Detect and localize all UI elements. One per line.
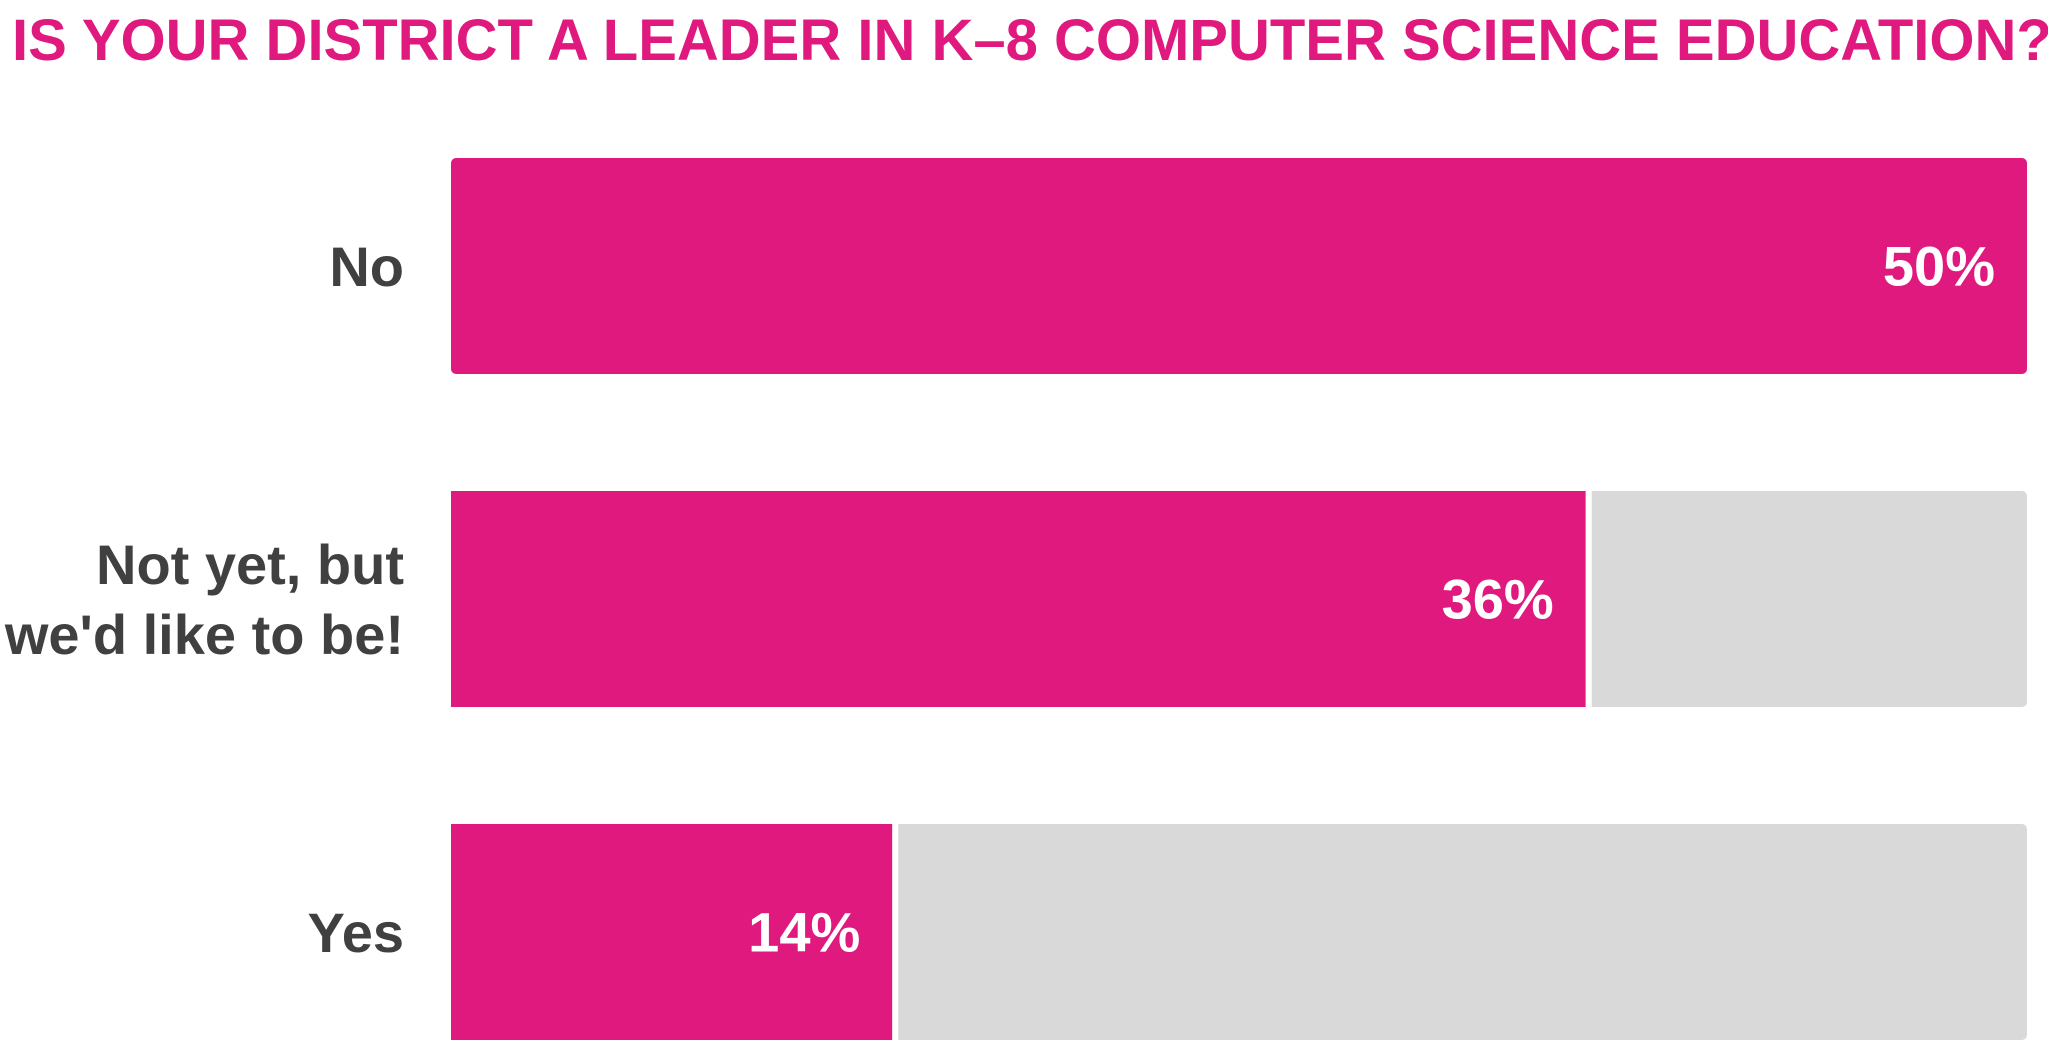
value-label: 36% xyxy=(1442,568,1554,631)
category-label-line: Not yet, but xyxy=(96,533,404,596)
category-label: No xyxy=(329,235,404,298)
chart-title: IS YOUR DISTRICT A LEADER IN K–8 COMPUTE… xyxy=(12,8,2048,73)
category-label-line: we'd like to be! xyxy=(4,603,404,666)
category-label: Yes xyxy=(307,901,404,964)
category-label-line: No xyxy=(329,235,404,298)
value-label: 50% xyxy=(1883,235,1995,298)
bar xyxy=(451,491,1586,707)
category-label: Not yet, but we'd like to be! xyxy=(4,533,404,666)
bar-separator xyxy=(892,824,899,1040)
value-label: 14% xyxy=(748,901,860,964)
bar-separator xyxy=(1585,491,1592,707)
category-label-line: Yes xyxy=(307,901,404,964)
bar xyxy=(451,824,893,1040)
bar xyxy=(451,158,2027,374)
